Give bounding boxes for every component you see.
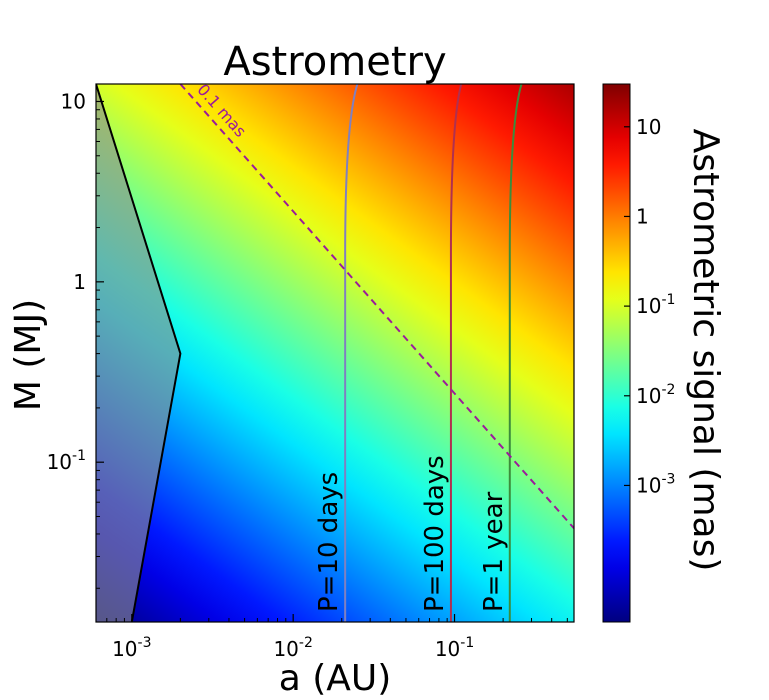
x-axis-label: a (AU) bbox=[279, 658, 392, 699]
y-axis-label: M (MJ) bbox=[8, 299, 49, 411]
y-tick-label: 10-1 bbox=[47, 448, 86, 474]
y-tick-label: 10 bbox=[61, 89, 86, 113]
x-tick-label: 10-3 bbox=[112, 635, 151, 661]
colorbar-tick-label: 10-3 bbox=[636, 471, 675, 497]
colorbar-tick-label: 1 bbox=[636, 204, 649, 228]
contour-0.1-mas bbox=[179, 84, 574, 529]
colorbar-tick-label: 10-1 bbox=[636, 292, 675, 318]
period-label: P=100 days bbox=[420, 455, 450, 612]
period-label: P=1 year bbox=[479, 491, 509, 612]
plot-frame bbox=[95, 83, 575, 623]
colorbar-tick-label: 10 bbox=[636, 115, 661, 139]
colorbar-gradient bbox=[602, 83, 631, 623]
excluded-region bbox=[96, 84, 181, 622]
x-tick-label: 10-2 bbox=[273, 635, 312, 661]
x-tick-label: 10-1 bbox=[435, 635, 474, 661]
excluded-region-boundary bbox=[96, 84, 182, 622]
y-axis-ticks: 10 1 10-1 bbox=[47, 89, 104, 589]
period-label: P=10 days bbox=[314, 472, 344, 612]
period-line bbox=[449, 84, 463, 622]
period-line bbox=[344, 84, 359, 622]
y-tick-label: 1 bbox=[73, 270, 86, 294]
chart-title: Astrometry bbox=[223, 39, 446, 85]
period-line bbox=[508, 84, 523, 622]
colorbar-tick-label: 10-2 bbox=[636, 382, 675, 408]
colorbar: 10 1 10-1 10-2 10-3 bbox=[602, 83, 675, 623]
x-axis-ticks: 10-3 10-2 10-1 bbox=[95, 614, 568, 661]
colorbar-label: Astrometric signal (mas) bbox=[685, 129, 726, 572]
